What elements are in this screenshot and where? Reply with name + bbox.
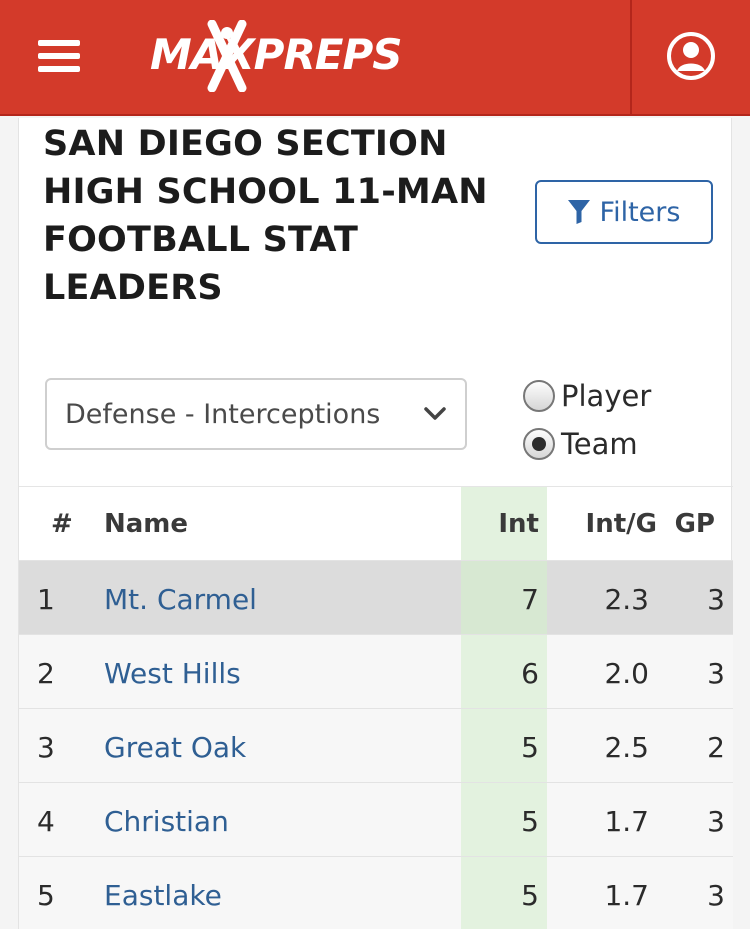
int-per-game-cell: 2.3 bbox=[604, 583, 649, 616]
gp-cell: 3 bbox=[707, 805, 725, 838]
rank-cell: 1 bbox=[37, 583, 55, 616]
int-cell: 5 bbox=[521, 731, 539, 764]
gp-cell: 3 bbox=[707, 879, 725, 912]
stat-category-select[interactable]: Defense - Interceptions bbox=[45, 378, 467, 450]
int-cell: 7 bbox=[521, 583, 539, 616]
top-navigation-bar: MAXPREPS bbox=[0, 0, 750, 116]
column-header-rank[interactable]: # bbox=[51, 509, 73, 539]
int-cell: 5 bbox=[521, 879, 539, 912]
team-name-link[interactable]: Eastlake bbox=[104, 879, 222, 912]
user-icon[interactable] bbox=[666, 31, 716, 81]
gp-cell: 3 bbox=[707, 583, 725, 616]
table-row: 3 Great Oak 5 2.5 2 bbox=[19, 708, 733, 782]
int-cell-bg bbox=[461, 635, 547, 708]
table-row: 2 West Hills 6 2.0 3 bbox=[19, 634, 733, 708]
stat-leaders-card: SAN DIEGO SECTION HIGH SCHOOL 11-MAN FOO… bbox=[18, 118, 733, 929]
team-name-link[interactable]: Christian bbox=[104, 805, 229, 838]
column-header-gp[interactable]: GP bbox=[674, 509, 715, 539]
table-row: 5 Eastlake 5 1.7 3 bbox=[19, 856, 733, 929]
int-cell: 6 bbox=[521, 657, 539, 690]
int-cell-bg bbox=[461, 783, 547, 856]
page-title: SAN DIEGO SECTION HIGH SCHOOL 11-MAN FOO… bbox=[43, 124, 488, 308]
table-row: 1 Mt. Carmel 7 2.3 3 bbox=[19, 560, 733, 634]
header-divider bbox=[630, 0, 632, 116]
maxpreps-logo[interactable]: MAXPREPS bbox=[150, 20, 403, 92]
team-name-link[interactable]: Mt. Carmel bbox=[104, 583, 257, 616]
gp-cell: 2 bbox=[707, 731, 725, 764]
int-cell-bg bbox=[461, 709, 547, 782]
filter-funnel-icon bbox=[567, 200, 590, 224]
rank-cell: 2 bbox=[37, 657, 55, 690]
radio-player-label: Player bbox=[561, 379, 652, 413]
column-header-int[interactable]: Int bbox=[498, 509, 539, 539]
logo-text: MAXPREPS bbox=[150, 30, 403, 79]
column-header-name[interactable]: Name bbox=[104, 509, 189, 539]
radio-player-button[interactable] bbox=[523, 380, 555, 412]
radio-team-button[interactable] bbox=[523, 428, 555, 460]
radio-team[interactable]: Team bbox=[523, 424, 638, 464]
int-per-game-cell: 2.0 bbox=[604, 657, 649, 690]
chevron-down-icon bbox=[424, 407, 446, 420]
int-per-game-cell: 2.5 bbox=[604, 731, 649, 764]
team-name-link[interactable]: Great Oak bbox=[104, 731, 247, 764]
rank-cell: 3 bbox=[37, 731, 55, 764]
team-name-link[interactable]: West Hills bbox=[104, 657, 241, 690]
table-row: 4 Christian 5 1.7 3 bbox=[19, 782, 733, 856]
rank-cell: 5 bbox=[37, 879, 55, 912]
stat-leaders-table: # Name Int Int/G GP 1 Mt. Carmel 7 2.3 3… bbox=[19, 486, 733, 929]
table-header: # Name Int Int/G GP bbox=[19, 486, 733, 560]
rank-cell: 4 bbox=[37, 805, 55, 838]
logo-x-mark bbox=[207, 20, 247, 92]
radio-player[interactable]: Player bbox=[523, 376, 651, 416]
int-per-game-cell: 1.7 bbox=[604, 805, 649, 838]
filters-label: Filters bbox=[599, 196, 681, 228]
radio-team-label: Team bbox=[561, 427, 638, 461]
int-cell-bg bbox=[461, 561, 547, 634]
hamburger-icon[interactable] bbox=[38, 38, 82, 74]
int-cell-bg bbox=[461, 857, 547, 929]
int-per-game-cell: 1.7 bbox=[604, 879, 649, 912]
column-header-int-per-game[interactable]: Int/G bbox=[585, 509, 657, 539]
int-cell: 5 bbox=[521, 805, 539, 838]
gp-cell: 3 bbox=[707, 657, 725, 690]
stat-category-selected: Defense - Interceptions bbox=[65, 398, 381, 430]
filters-button[interactable]: Filters bbox=[535, 180, 713, 244]
